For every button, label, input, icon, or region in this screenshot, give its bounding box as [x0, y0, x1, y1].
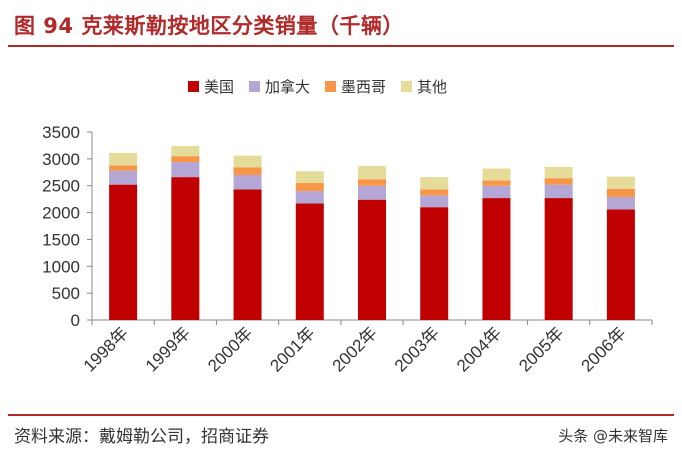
legend-item-usa: 美国 — [188, 76, 234, 97]
legend-label-other: 其他 — [417, 78, 448, 96]
x-tick-label: 1999年 — [142, 323, 194, 375]
x-tick-label: 1998年 — [80, 323, 132, 375]
bar-segment — [606, 188, 635, 197]
bar-segment — [606, 176, 635, 189]
bar-segment — [420, 207, 449, 320]
x-tick-label: 2006年 — [578, 323, 630, 375]
legend-item-canada: 加拿大 — [249, 76, 310, 97]
y-tick-label: 2000 — [42, 204, 80, 223]
bar-segment — [420, 195, 449, 208]
legend-label-canada: 加拿大 — [265, 78, 311, 96]
legend-swatch-usa — [188, 81, 199, 92]
bar-segment — [358, 179, 386, 186]
y-tick-label: 2500 — [42, 177, 80, 196]
bar-segment — [233, 174, 262, 190]
y-tick-label: 3000 — [42, 150, 80, 169]
bar-segment — [171, 162, 200, 178]
bar-segment — [109, 170, 138, 185]
x-tick-label: 2003年 — [391, 323, 443, 375]
bar-segment — [482, 185, 511, 199]
bar-segment — [420, 189, 449, 196]
bar-segment — [544, 166, 573, 179]
x-tick-label: 2001年 — [266, 323, 318, 375]
bar-segment — [109, 184, 138, 320]
chart-title: 图 94 克莱斯勒按地区分类销量（千辆） — [14, 14, 404, 38]
bar-segment — [295, 203, 324, 320]
bar-segment — [109, 152, 138, 166]
bar-segment — [295, 191, 324, 204]
watermark: 头条 @未来智库 — [558, 427, 668, 445]
bar-segment — [295, 171, 324, 184]
bar-segment — [233, 189, 262, 320]
bar-segment — [171, 156, 200, 163]
x-tick-label: 2004年 — [453, 323, 505, 375]
legend-label-mexico: 墨西哥 — [341, 78, 387, 96]
legend-swatch-other — [401, 81, 413, 92]
bar-segment — [171, 177, 200, 320]
footer-divider — [8, 414, 674, 416]
bar-segment — [358, 165, 386, 180]
legend: 美国 加拿大 墨西哥 其他 — [188, 76, 447, 97]
y-tick-label: 500 — [52, 284, 80, 303]
y-tick-label: 1000 — [42, 257, 80, 276]
legend-item-other: 其他 — [401, 76, 447, 97]
bar-segment — [482, 168, 511, 181]
x-tick-label: 2005年 — [515, 323, 567, 375]
bar-segment — [544, 178, 573, 185]
bar-segment — [358, 185, 386, 200]
bar-segment — [295, 183, 324, 192]
y-tick-label: 1500 — [42, 230, 80, 249]
bar-segment — [544, 198, 573, 320]
bar-segment — [109, 165, 138, 171]
bar-segment — [544, 184, 573, 199]
legend-swatch-mexico — [325, 81, 337, 92]
bar-segment — [233, 167, 262, 175]
bar-segment — [482, 180, 511, 186]
x-tick-label: 2000年 — [204, 323, 256, 375]
bar-segment — [358, 199, 386, 320]
bar-segment — [233, 155, 262, 168]
source-note: 资料来源：戴姆勒公司，招商证券 — [14, 427, 269, 447]
bar-segment — [171, 145, 200, 157]
bar-segment — [482, 198, 511, 320]
x-tick-label: 2002年 — [329, 323, 381, 375]
bar-segment — [606, 209, 635, 320]
legend-swatch-canada — [249, 81, 261, 92]
y-tick-label: 3500 — [42, 123, 80, 142]
legend-item-mexico: 墨西哥 — [325, 76, 386, 97]
title-divider — [8, 45, 674, 47]
y-tick-label: 0 — [71, 311, 80, 330]
legend-label-usa: 美国 — [204, 78, 235, 96]
bar-segment — [420, 177, 449, 190]
bar-segment — [606, 196, 635, 210]
